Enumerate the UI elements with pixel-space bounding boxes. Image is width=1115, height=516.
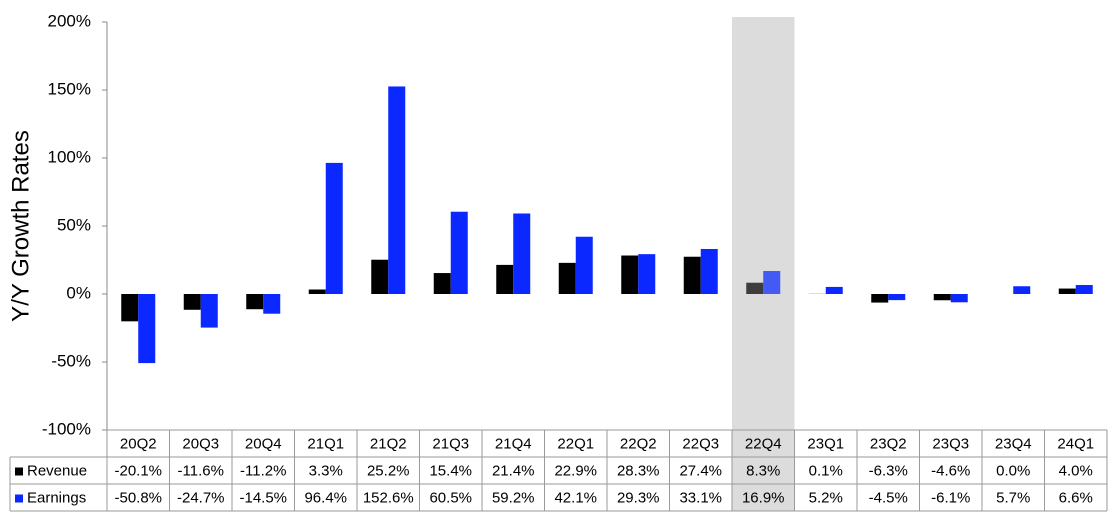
bar	[138, 294, 156, 364]
data-label: 4.0%	[1059, 462, 1093, 479]
data-label: 6.6%	[1059, 489, 1093, 506]
bar	[763, 271, 781, 294]
x-tick-label: 22Q4	[745, 435, 782, 452]
data-label: 25.2%	[367, 462, 410, 479]
bar	[263, 294, 281, 314]
y-tick-label: -100%	[42, 419, 91, 438]
bar	[183, 294, 201, 310]
data-label: 0.1%	[809, 462, 843, 479]
data-label: 16.9%	[742, 489, 785, 506]
data-label: 22.9%	[554, 462, 597, 479]
bar	[325, 162, 343, 294]
x-tick-label: 21Q4	[495, 435, 532, 452]
x-tick-label: 21Q3	[432, 435, 469, 452]
y-tick-label: 50%	[57, 215, 91, 234]
data-label: 96.4%	[304, 489, 347, 506]
data-label: 29.3%	[617, 489, 660, 506]
data-label: 0.0%	[996, 462, 1030, 479]
y-tick-label: 150%	[48, 79, 91, 98]
data-label: -14.5%	[239, 489, 287, 506]
y-tick-label: 100%	[48, 147, 91, 166]
x-tick-label: 23Q3	[932, 435, 969, 452]
bar	[308, 289, 326, 294]
bar	[575, 236, 593, 294]
data-label: 152.6%	[363, 489, 414, 506]
bar	[683, 256, 701, 294]
x-tick-label: 23Q4	[995, 435, 1032, 452]
bar	[638, 254, 656, 294]
legend-label: Earnings	[27, 489, 86, 506]
data-label: -24.7%	[177, 489, 225, 506]
y-tick-label: 0%	[66, 283, 91, 302]
bar	[200, 294, 218, 328]
bar	[450, 211, 468, 294]
bar	[1013, 286, 1031, 294]
data-label: 21.4%	[492, 462, 535, 479]
bar	[746, 282, 764, 294]
data-label: 8.3%	[746, 462, 780, 479]
bar	[433, 273, 451, 294]
bar	[513, 213, 531, 294]
data-label: 5.7%	[996, 489, 1030, 506]
x-tick-label: 21Q2	[370, 435, 407, 452]
x-tick-label: 23Q2	[870, 435, 907, 452]
bar	[1058, 288, 1076, 294]
y-tick-label: 200%	[48, 11, 91, 30]
bar	[388, 86, 406, 295]
bar	[621, 255, 639, 294]
data-label: -11.6%	[178, 462, 224, 479]
data-label: 42.1%	[554, 489, 597, 506]
bar	[246, 294, 264, 310]
legend-swatch	[15, 494, 23, 503]
data-label: 60.5%	[429, 489, 472, 506]
data-label: 33.1%	[679, 489, 722, 506]
x-tick-label: 21Q1	[307, 435, 344, 452]
bar	[371, 259, 389, 294]
data-label: 59.2%	[492, 489, 535, 506]
data-label: 27.4%	[679, 462, 722, 479]
x-tick-label: 20Q3	[182, 435, 219, 452]
y-tick-label: -50%	[51, 351, 91, 370]
data-label: 28.3%	[617, 462, 660, 479]
highlight-band	[732, 17, 795, 511]
bar	[888, 294, 906, 301]
data-label: 5.2%	[809, 489, 843, 506]
data-label: -6.3%	[869, 462, 908, 479]
bar	[700, 248, 718, 294]
data-label: -6.1%	[931, 489, 970, 506]
data-label: -4.5%	[869, 489, 908, 506]
x-tick-label: 22Q3	[682, 435, 719, 452]
x-tick-label: 20Q4	[245, 435, 282, 452]
data-label: 15.4%	[429, 462, 472, 479]
bar	[1075, 285, 1093, 294]
data-label: -11.2%	[240, 462, 286, 479]
data-label: -4.6%	[931, 462, 970, 479]
x-tick-label: 22Q1	[557, 435, 594, 452]
legend-swatch	[15, 467, 23, 476]
x-tick-label: 23Q1	[807, 435, 844, 452]
bar	[121, 294, 139, 322]
data-label: -20.1%	[114, 462, 162, 479]
bar	[558, 262, 576, 294]
legend-label: Revenue	[27, 462, 87, 479]
x-tick-label: 20Q2	[120, 435, 157, 452]
data-label: 3.3%	[309, 462, 343, 479]
x-tick-label: 24Q1	[1057, 435, 1094, 452]
bar	[496, 264, 514, 294]
data-label: -50.8%	[114, 489, 162, 506]
y-axis-label: Y/Y Growth Rates	[7, 130, 34, 322]
bar	[933, 294, 951, 301]
bar	[825, 286, 843, 294]
bar	[871, 294, 889, 303]
bar	[950, 294, 968, 303]
x-tick-label: 22Q2	[620, 435, 657, 452]
